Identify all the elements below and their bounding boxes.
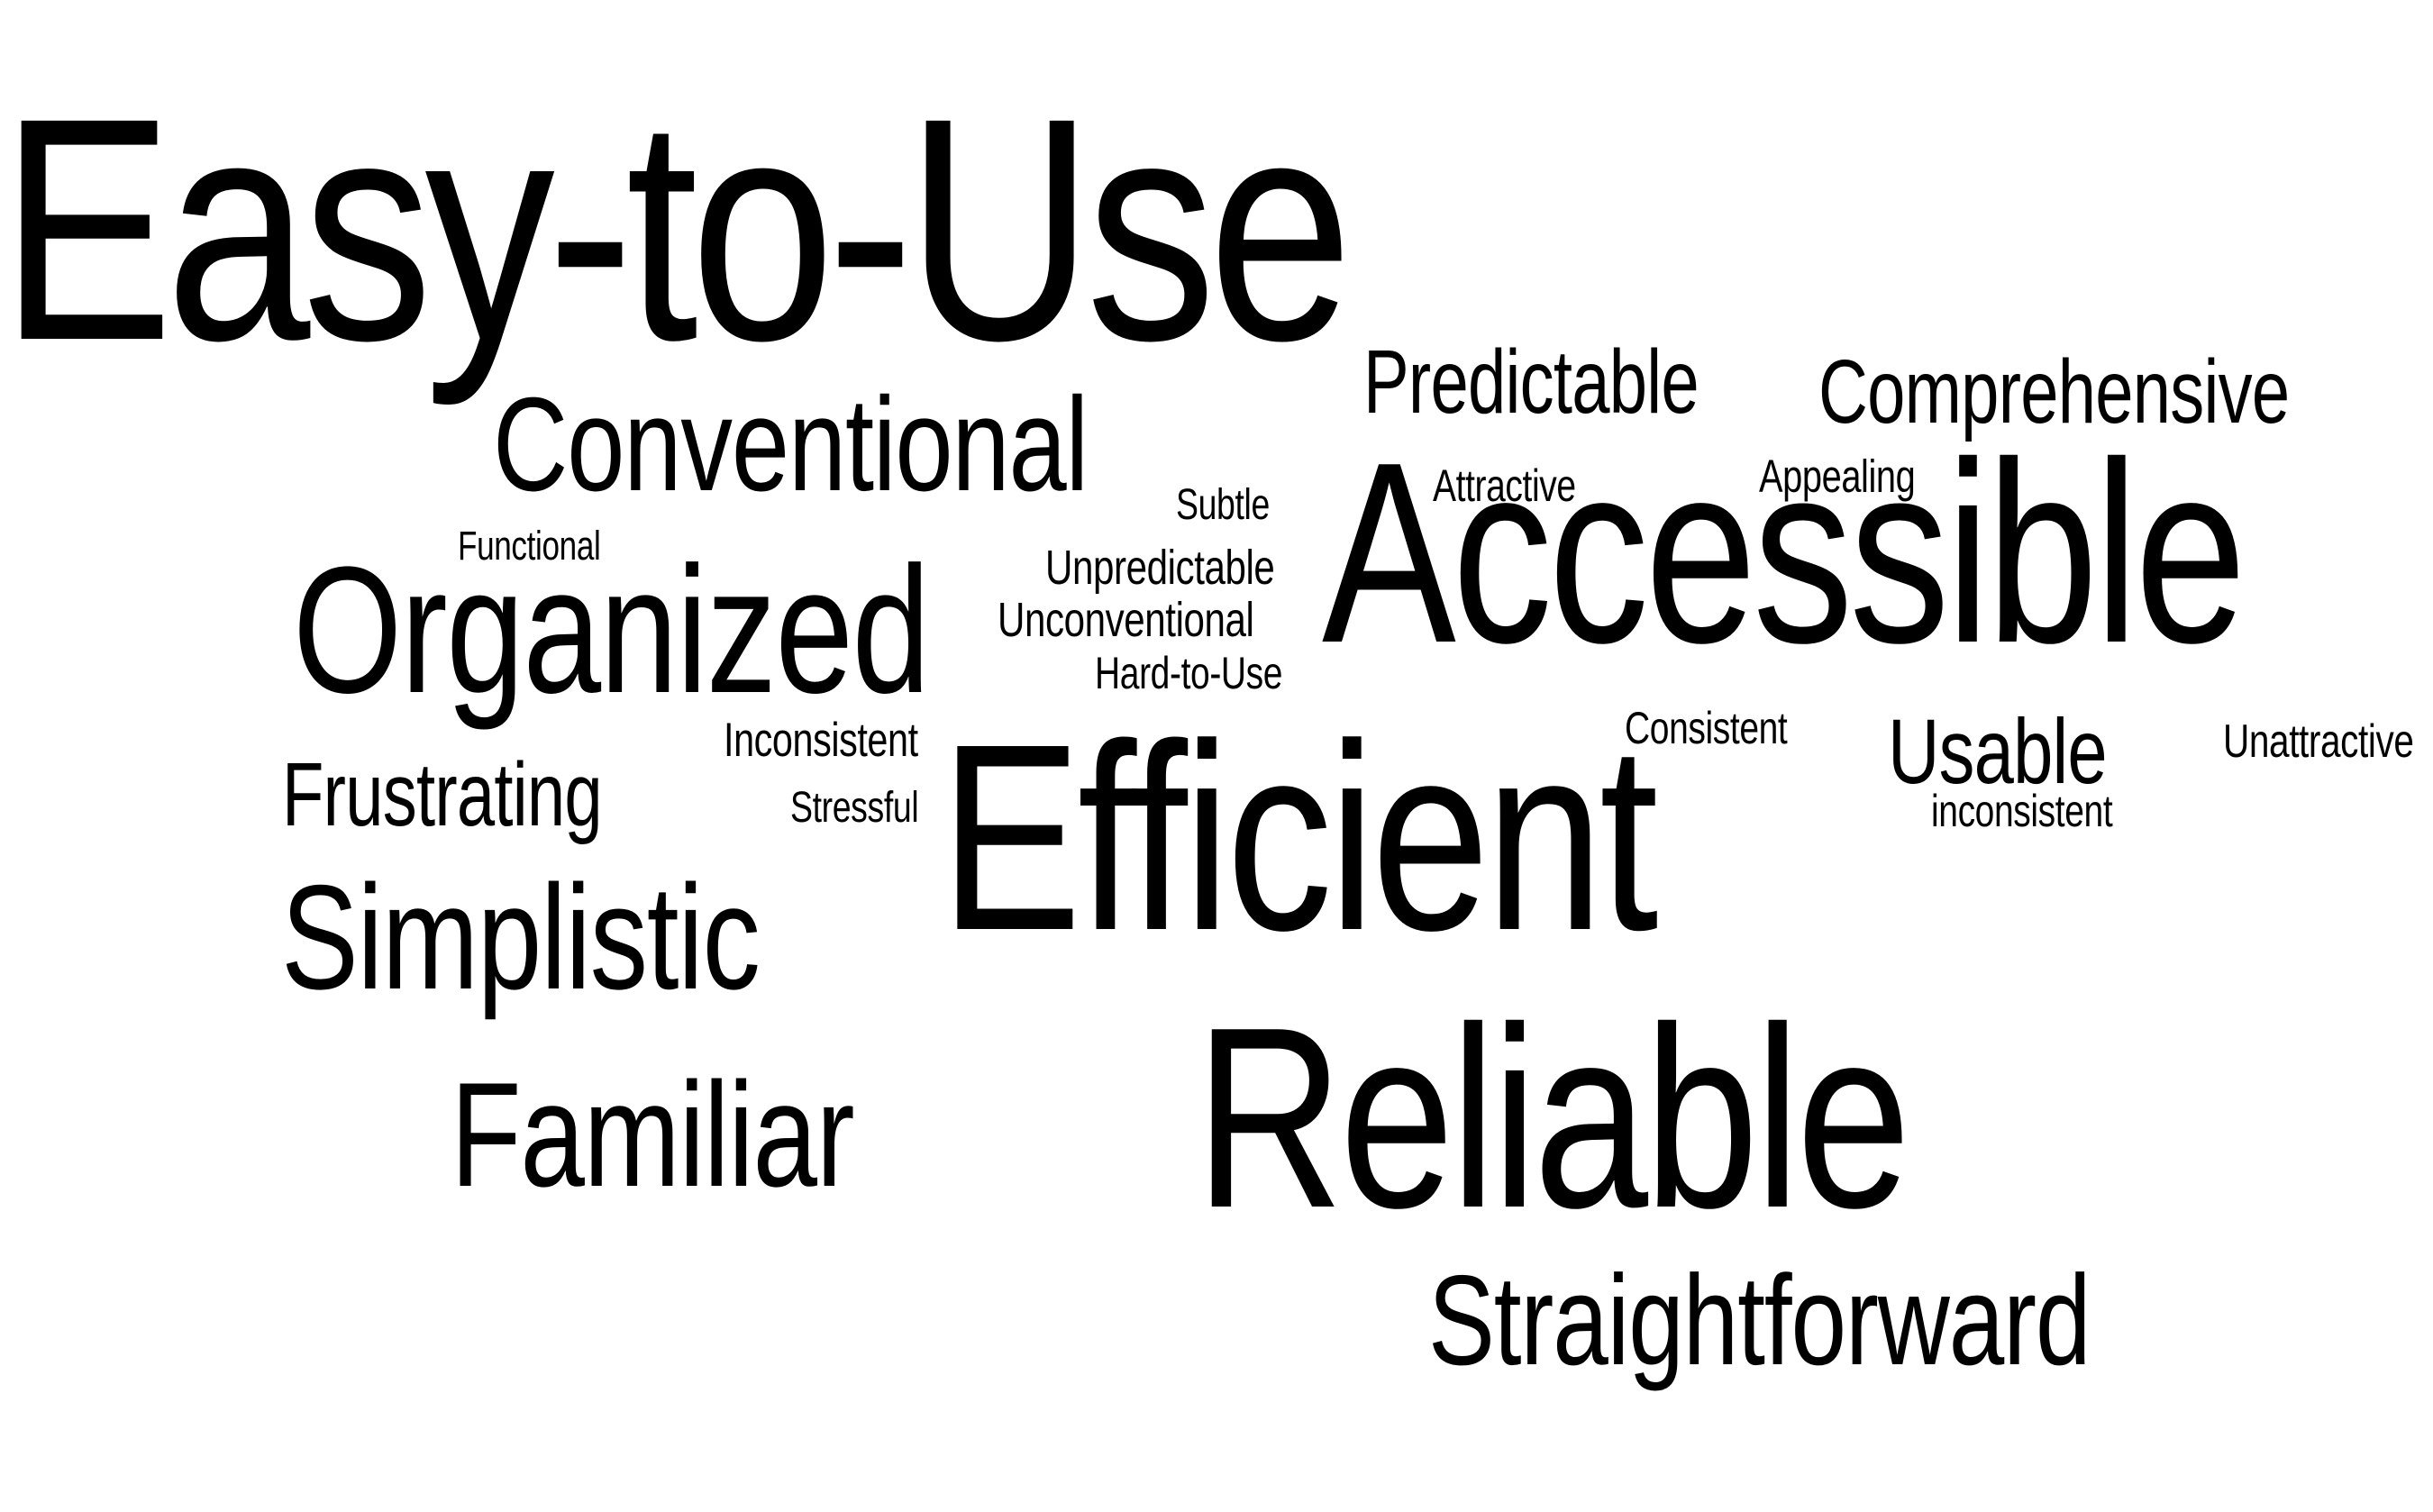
word-reliable: Reliable bbox=[1195, 973, 1911, 1262]
word-subtle: Subtle bbox=[1176, 481, 1270, 529]
word-stressful: Stressful bbox=[790, 784, 919, 832]
word-inconsistent-lowercase: inconsistent bbox=[1931, 786, 2113, 836]
word-hard-to-use: Hard-to-Use bbox=[1095, 648, 1283, 698]
word-attractive: Attractive bbox=[1433, 460, 1576, 511]
word-usable: Usable bbox=[1888, 700, 2108, 803]
word-inconsistent-capitalized: Inconsistent bbox=[724, 714, 918, 767]
word-frustrating: Frustrating bbox=[282, 744, 603, 845]
word-familiar: Familiar bbox=[451, 1052, 855, 1217]
word-organized: Organized bbox=[293, 530, 930, 731]
word-appealing: Appealing bbox=[1759, 451, 1916, 502]
word-functional: Functional bbox=[458, 523, 601, 569]
word-accessible: Accessible bbox=[1322, 408, 2246, 697]
word-comprehensive: Comprehensive bbox=[1818, 342, 2290, 442]
word-conventional: Conventional bbox=[493, 370, 1089, 519]
word-unconventional: Unconventional bbox=[998, 593, 1254, 647]
word-straightforward: Straightforward bbox=[1428, 1249, 2091, 1392]
word-simplistic: Simplistic bbox=[281, 854, 761, 1020]
word-easy-to-use: Easy-to-Use bbox=[0, 51, 1353, 406]
word-efficient: Efficient bbox=[940, 688, 1658, 986]
word-consistent: Consistent bbox=[1625, 703, 1788, 753]
word-unattractive: Unattractive bbox=[2223, 715, 2414, 768]
word-unpredictable: Unpredictable bbox=[1045, 541, 1275, 595]
word-predictable: Predictable bbox=[1363, 332, 1699, 433]
